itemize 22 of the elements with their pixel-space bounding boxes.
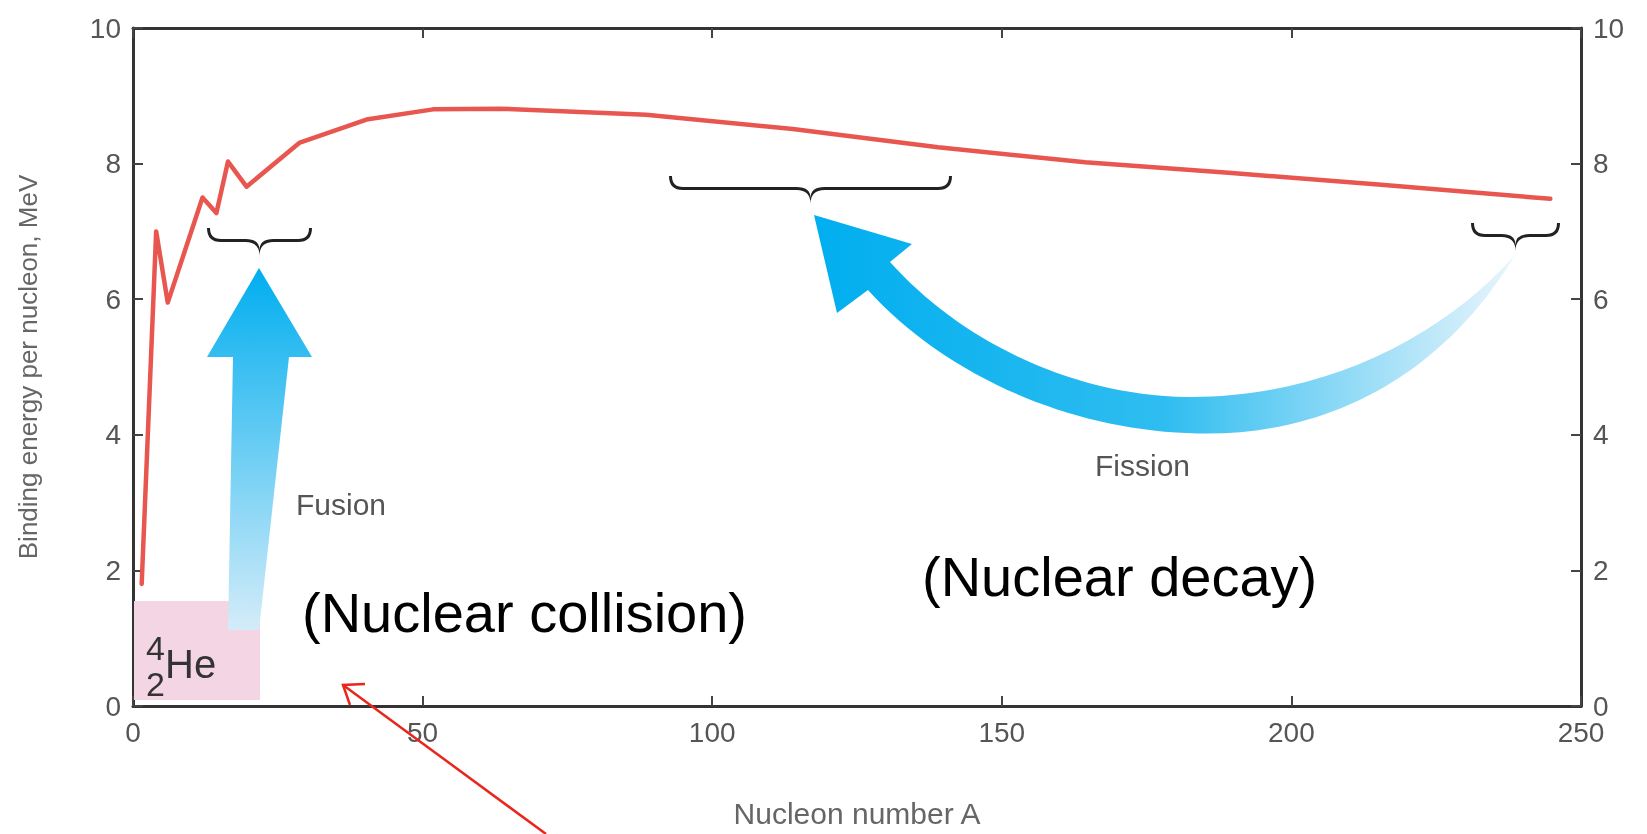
annotation: Fission [1095,449,1191,482]
x-tick-label: 200 [1268,716,1315,748]
y2-tick-label: 10 [1593,12,1625,44]
x-tick-label: 150 [978,716,1026,748]
annotation: (Nuclear collision) [302,581,748,644]
y-axis-title: Binding energy per nucleon, MeV [13,174,43,560]
y2-tick-label: 8 [1593,148,1609,180]
y-tick-label: 6 [105,283,121,315]
y2-tick-label: 2 [1593,554,1609,586]
y-tick-label: 10 [89,12,121,44]
x-tick-label: 0 [125,716,141,748]
y2-tick-label: 6 [1593,283,1609,315]
x-axis-title: Nucleon number A [733,796,981,830]
y-tick-label: 8 [105,148,121,180]
y-tick-label: 2 [105,554,121,586]
annotation: Fusion [296,488,387,521]
y2-tick-label: 4 [1593,419,1609,451]
x-tick-label: 50 [407,716,439,748]
y-tick-label: 0 [105,690,121,722]
x-tick-label: 100 [688,716,736,748]
annotation: (Nuclear decay) [922,545,1318,608]
y-tick-label: 4 [105,419,121,451]
